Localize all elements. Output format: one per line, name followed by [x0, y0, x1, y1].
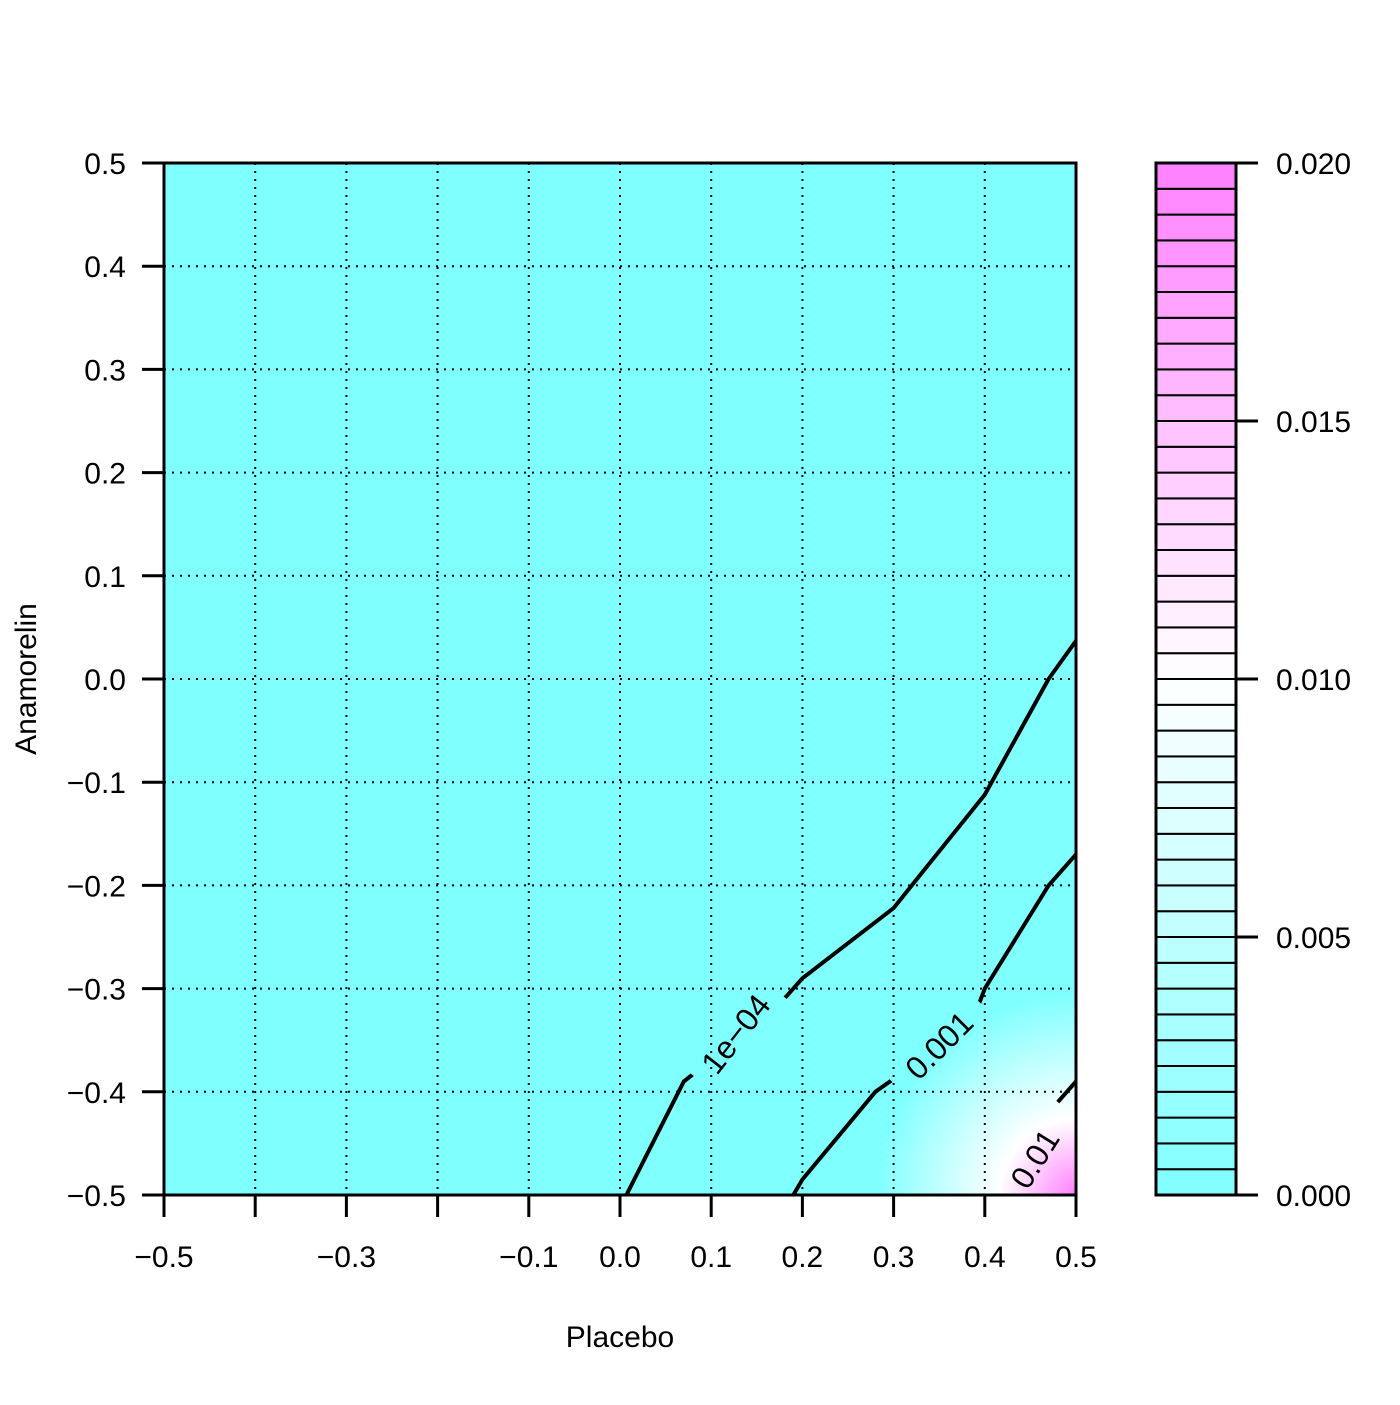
colorbar-swatch	[1155, 187, 1237, 216]
colorbar-swatch	[1155, 1168, 1237, 1196]
colorbar-swatch	[1155, 703, 1237, 732]
colorbar-swatch	[1155, 652, 1237, 681]
x-tick-label: −0.5	[134, 1241, 193, 1274]
colorbar-swatch	[1155, 574, 1237, 603]
colorbar-tick-label: 0.015	[1276, 406, 1351, 439]
colorbar-swatch	[1155, 342, 1237, 371]
colorbar-swatch	[1155, 832, 1237, 861]
colorbar-swatch	[1155, 729, 1237, 758]
colorbar-swatch	[1155, 239, 1237, 268]
y-tick-label: 0.1	[84, 561, 126, 594]
contour-line	[624, 639, 1076, 1195]
colorbar-swatch	[1155, 291, 1237, 319]
contour-line	[791, 853, 1076, 1195]
x-tick-label: 0.2	[782, 1241, 824, 1274]
contour-line	[1056, 1080, 1076, 1104]
y-tick-label: 0.3	[84, 354, 126, 387]
colorbar-swatch	[1155, 1116, 1237, 1145]
colorbar-swatch	[1155, 394, 1237, 423]
colorbar-swatch	[1155, 755, 1237, 784]
y-tick-label: 0.0	[84, 664, 126, 697]
colorbar-swatch	[1155, 420, 1237, 448]
y-tick-label: 0.4	[84, 251, 126, 284]
colorbar: 0.000 0.005 0.010 0.015 0.020	[1154, 148, 1351, 1213]
y-tick-label: −0.1	[67, 767, 126, 800]
colorbar-swatch	[1155, 445, 1237, 474]
colorbar-swatch	[1155, 549, 1237, 577]
x-axis-title: Placebo	[566, 1321, 674, 1354]
x-tick-label: 0.1	[690, 1241, 732, 1274]
colorbar-tick-label: 0.000	[1276, 1180, 1351, 1213]
y-axis: −0.5 −0.4 −0.3 −0.2 −0.1 0.0 0.1 0.2 0.3 0.4 0.5	[67, 148, 164, 1213]
x-tick-label: 0.0	[599, 1241, 641, 1274]
colorbar-swatch	[1155, 213, 1237, 242]
y-tick-label: −0.5	[67, 1180, 126, 1213]
colorbar-swatch	[1155, 162, 1237, 190]
x-tick-label: 0.5	[1055, 1241, 1097, 1274]
colorbar-tick-label: 0.020	[1276, 148, 1351, 181]
colorbar-tick-label: 0.005	[1276, 922, 1351, 955]
y-tick-label: −0.4	[67, 1077, 126, 1110]
y-tick-label: −0.2	[67, 870, 126, 903]
colorbar-swatch	[1155, 910, 1237, 939]
x-tick-label: 0.3	[873, 1241, 915, 1274]
y-tick-label: 0.2	[84, 458, 126, 491]
y-tick-label: −0.3	[67, 974, 126, 1007]
colorbar-swatch	[1155, 884, 1237, 913]
colorbar-swatch	[1155, 1090, 1237, 1119]
x-tick-label: −0.3	[317, 1241, 376, 1274]
axes: −0.5 −0.3 −0.1 0.0 0.1 0.2 0.3 0.4 0.5−0.5−0.4−0…	[67, 148, 1097, 1274]
y-tick-label: 0.5	[84, 148, 126, 181]
colorbar-swatch	[1155, 1065, 1237, 1093]
x-axis: −0.5 −0.3 −0.1 0.0 0.1 0.2 0.3 0.4 0.5	[134, 1195, 1097, 1274]
colorbar-swatch	[1155, 626, 1237, 655]
colorbar-swatch	[1155, 497, 1237, 526]
colorbar-swatch	[1155, 961, 1237, 990]
colorbar-swatch	[1155, 678, 1237, 706]
colorbar-swatch	[1155, 368, 1237, 397]
colorbar-swatch	[1155, 987, 1237, 1016]
x-tick-label: −0.1	[499, 1241, 558, 1274]
colorbar-swatch	[1155, 600, 1237, 629]
colorbar-swatch	[1155, 1013, 1237, 1042]
colorbar-swatch	[1155, 1142, 1237, 1171]
colorbar-swatch	[1155, 1039, 1237, 1067]
colorbar-swatch	[1155, 781, 1237, 810]
plot-area	[163, 162, 1077, 1196]
x-tick-label: 0.4	[964, 1241, 1006, 1274]
y-axis-title: Anamorelin	[10, 603, 43, 755]
colorbar-swatch	[1155, 858, 1237, 887]
colorbar-swatch	[1155, 807, 1237, 835]
colorbar-swatch	[1155, 471, 1237, 500]
colorbar-swatch	[1155, 523, 1237, 552]
colorbar-tick-label: 0.010	[1276, 664, 1351, 697]
colorbar-swatch	[1155, 265, 1237, 294]
colorbar-swatch	[1155, 936, 1237, 964]
colorbar-swatch	[1155, 316, 1237, 345]
